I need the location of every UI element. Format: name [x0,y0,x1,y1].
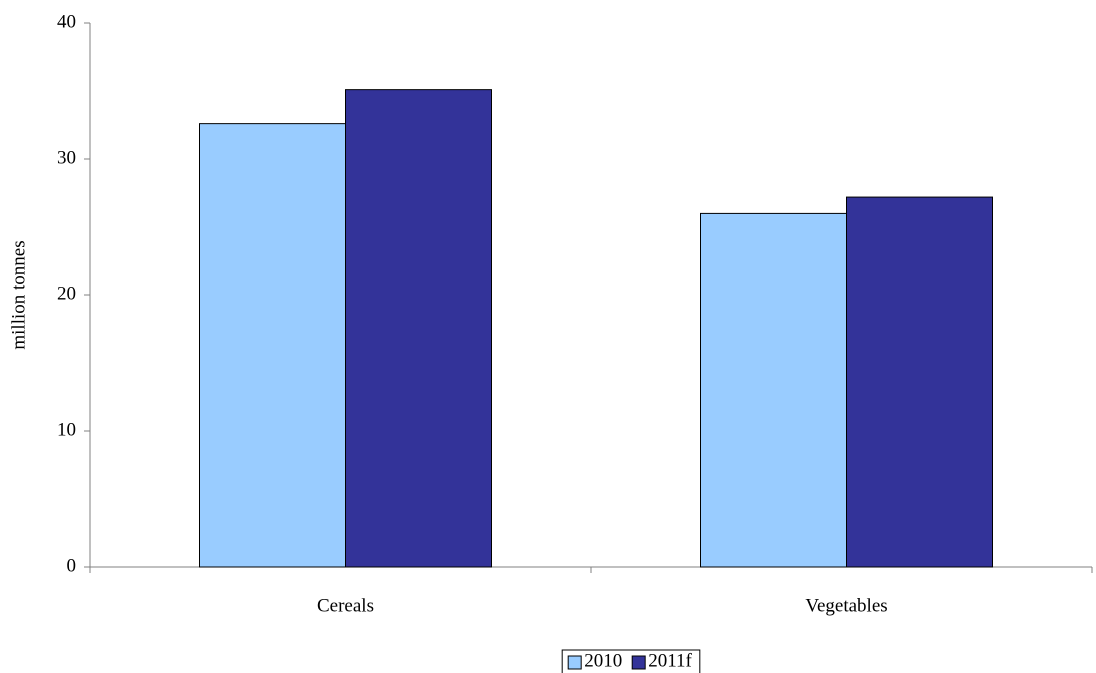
bar [700,212,847,568]
legend-label: 2011f [648,650,692,671]
legend-label: 2010 [584,650,622,671]
y-tick-label: 40 [57,11,76,32]
bar [846,196,993,568]
bar [345,89,492,568]
y-axis-label: million tonnes [8,240,29,349]
y-tick-label: 20 [57,283,76,304]
x-tick-label: Vegetables [805,595,887,616]
y-tick-label: 30 [57,147,76,168]
y-tick-label: 0 [67,555,77,576]
legend: 2010 2011f [561,649,701,673]
bar [199,123,346,568]
legend-swatch [631,655,646,670]
legend-box [561,649,701,673]
x-tick-label: Cereals [317,595,374,616]
legend-swatch [567,655,582,670]
y-tick-label: 10 [57,419,76,440]
